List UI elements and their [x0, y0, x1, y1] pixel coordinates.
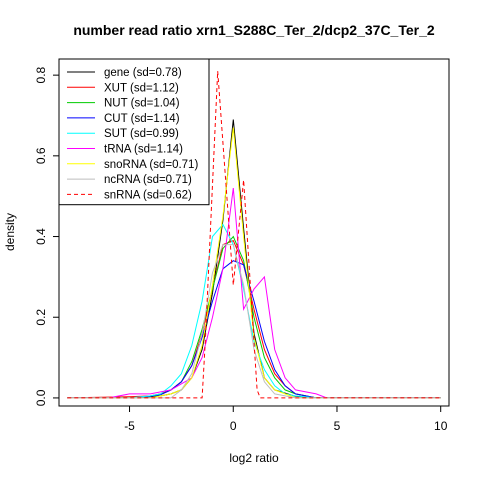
series-line-5	[67, 188, 441, 399]
y-tick-label: 0.2	[34, 309, 48, 326]
y-axis-label: density	[3, 213, 17, 251]
legend-entry: SUT (sd=0.99)	[104, 128, 179, 140]
legend-entry: NUT (sd=1.04)	[104, 98, 180, 110]
legend-entry: snoRNA (sd=0.71)	[104, 159, 198, 171]
y-tick-label: 0.6	[34, 147, 48, 164]
series-line-6	[67, 127, 441, 399]
x-tick-label: 0	[230, 419, 237, 433]
legend-entry: tRNA (sd=1.14)	[104, 144, 183, 156]
legend-entry: ncRNA (sd=0.71)	[104, 174, 192, 186]
x-tick-label: -5	[124, 419, 135, 433]
legend: gene (sd=0.78) XUT (sd=1.12) NUT (sd=1.04)…	[58, 58, 210, 206]
x-tick-label: 5	[334, 419, 341, 433]
legend-entry: snRNA (sd=0.62)	[104, 189, 192, 201]
series-line-7	[67, 244, 441, 399]
legend-entry: gene (sd=0.78)	[104, 67, 182, 79]
legend-entry: XUT (sd=1.12)	[104, 82, 179, 94]
x-axis-label: log2 ratio	[229, 451, 279, 465]
plot-frame	[58, 58, 450, 407]
legend-box	[58, 58, 210, 206]
x-tick-label: 10	[434, 419, 448, 433]
y-tick-label: 0.4	[34, 228, 48, 245]
legend-entry: CUT (sd=1.14)	[104, 113, 180, 125]
y-tick-label: 0.8	[34, 66, 48, 83]
chart-title: number read ratio xrn1_S288C_Ter_2/dcp2_…	[73, 22, 435, 38]
y-tick-label: 0.0	[34, 389, 48, 406]
series-layer	[67, 71, 441, 399]
axes-layer: -5 0 5 10 0.0 0.2 0.4 0.6 0.8	[34, 66, 448, 433]
